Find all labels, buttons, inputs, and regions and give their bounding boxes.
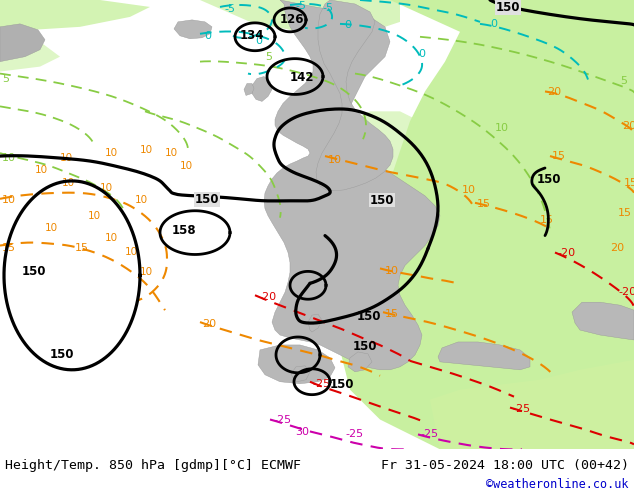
- Text: -25: -25: [512, 404, 530, 414]
- Text: 0: 0: [344, 20, 351, 30]
- Text: 15: 15: [618, 208, 632, 218]
- Text: 10: 10: [105, 233, 118, 243]
- Text: 150: 150: [195, 193, 219, 206]
- Text: Fr 31-05-2024 18:00 UTC (00+42): Fr 31-05-2024 18:00 UTC (00+42): [381, 460, 629, 472]
- Text: -20: -20: [618, 287, 634, 297]
- Text: 15: 15: [552, 151, 566, 161]
- Text: -5: -5: [224, 4, 235, 14]
- Text: 15: 15: [624, 178, 634, 188]
- Text: 150: 150: [357, 310, 382, 323]
- Polygon shape: [316, 0, 393, 191]
- Text: 10: 10: [88, 211, 101, 220]
- Polygon shape: [252, 76, 272, 101]
- Polygon shape: [0, 0, 400, 37]
- Text: 20: 20: [610, 243, 624, 252]
- Text: 10: 10: [140, 268, 153, 277]
- Text: 0: 0: [255, 36, 262, 46]
- Text: 10: 10: [165, 148, 178, 158]
- Polygon shape: [340, 0, 634, 449]
- Text: 5: 5: [2, 74, 9, 83]
- Text: 150: 150: [353, 340, 377, 353]
- Text: 10: 10: [62, 178, 75, 188]
- Text: 134: 134: [240, 29, 264, 42]
- Text: 10: 10: [105, 148, 118, 158]
- Text: 0: 0: [204, 31, 211, 41]
- Polygon shape: [0, 24, 45, 62]
- Text: 150: 150: [496, 1, 521, 14]
- Polygon shape: [174, 20, 212, 39]
- Text: -25: -25: [312, 379, 330, 389]
- Polygon shape: [244, 83, 254, 96]
- Text: 0: 0: [418, 49, 425, 59]
- Text: 15: 15: [540, 215, 554, 225]
- Text: 10: 10: [328, 155, 342, 165]
- Text: 10: 10: [60, 153, 73, 163]
- Text: 10: 10: [135, 195, 148, 205]
- Text: 15: 15: [477, 199, 491, 209]
- Text: 10: 10: [100, 183, 113, 193]
- Text: 20: 20: [622, 121, 634, 131]
- Text: 126: 126: [280, 13, 304, 26]
- Text: 10: 10: [385, 267, 399, 276]
- Polygon shape: [308, 314, 322, 332]
- Polygon shape: [0, 42, 60, 72]
- Text: 150: 150: [370, 194, 394, 207]
- Text: 15: 15: [385, 309, 399, 319]
- Text: 10: 10: [462, 185, 476, 195]
- Polygon shape: [264, 0, 440, 370]
- Text: 150: 150: [50, 348, 75, 361]
- Polygon shape: [315, 111, 435, 186]
- Text: -25: -25: [273, 416, 291, 425]
- Text: 158: 158: [172, 223, 197, 237]
- Polygon shape: [348, 352, 372, 372]
- Text: -5: -5: [295, 1, 306, 11]
- Text: 15: 15: [75, 243, 89, 252]
- Text: ©weatheronline.co.uk: ©weatheronline.co.uk: [486, 478, 629, 490]
- Text: 150: 150: [22, 266, 46, 278]
- Text: 150: 150: [330, 378, 354, 391]
- Polygon shape: [0, 0, 150, 32]
- Text: 10: 10: [125, 247, 138, 257]
- Text: 20: 20: [547, 87, 561, 98]
- Polygon shape: [430, 360, 634, 449]
- Text: 5: 5: [265, 51, 272, 62]
- Text: 142: 142: [290, 71, 314, 83]
- Text: -5: -5: [322, 3, 333, 13]
- Text: 20: 20: [202, 319, 216, 329]
- Text: 15: 15: [2, 243, 16, 252]
- Polygon shape: [572, 302, 634, 340]
- Text: 0: 0: [490, 19, 497, 29]
- Text: 30: 30: [295, 427, 309, 438]
- Text: 5: 5: [620, 75, 627, 85]
- Text: -20: -20: [557, 248, 575, 259]
- Text: -20: -20: [258, 292, 276, 302]
- Text: 10: 10: [35, 165, 48, 175]
- Text: 10: 10: [2, 153, 16, 163]
- Text: -25: -25: [345, 429, 363, 440]
- Text: Height/Temp. 850 hPa [gdmp][°C] ECMWF: Height/Temp. 850 hPa [gdmp][°C] ECMWF: [5, 460, 301, 472]
- Polygon shape: [258, 345, 335, 384]
- Text: 10: 10: [495, 123, 509, 133]
- Text: 10: 10: [140, 145, 153, 155]
- Text: -25: -25: [420, 429, 438, 440]
- Polygon shape: [291, 366, 310, 382]
- Text: 10: 10: [45, 222, 58, 233]
- Text: 150: 150: [537, 173, 562, 186]
- Text: 10: 10: [180, 161, 193, 171]
- Text: 10: 10: [2, 195, 16, 205]
- Polygon shape: [438, 342, 530, 370]
